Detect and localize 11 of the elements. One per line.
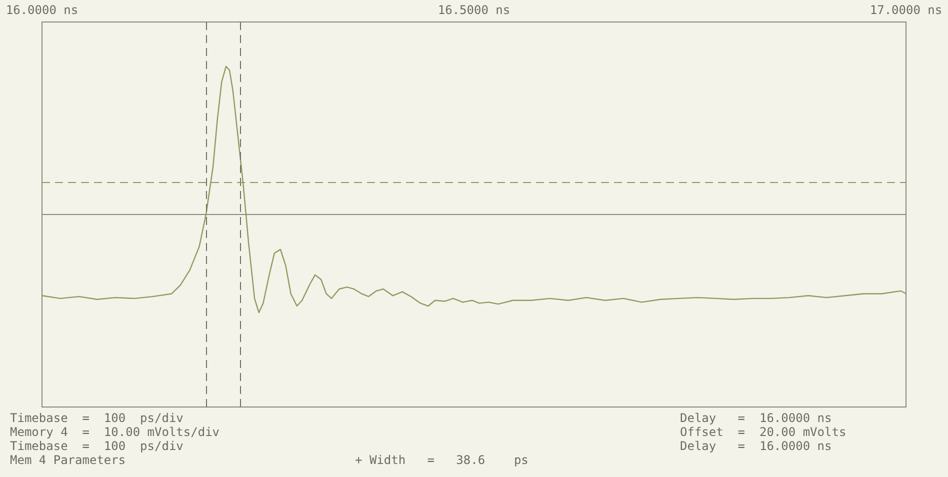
text: Timebase = 100 ps/div (10, 439, 184, 453)
text: + Width = 38.6 ps (355, 453, 528, 467)
text: Memory 4 = 10.00 mVolts/div (10, 425, 220, 439)
text: Offset = 20.00 mVolts (680, 425, 846, 439)
text: Timebase = 100 ps/div (10, 411, 184, 425)
text: Delay = 16.0000 ns (680, 411, 832, 425)
text: Delay = 16.0000 ns (680, 439, 832, 453)
x-tick-label: 17.0000 ns (870, 3, 942, 17)
x-tick-label: 16.0000 ns (6, 3, 78, 17)
text: Mem 4 Parameters (10, 453, 126, 467)
x-tick-label: 16.5000 ns (438, 3, 510, 17)
